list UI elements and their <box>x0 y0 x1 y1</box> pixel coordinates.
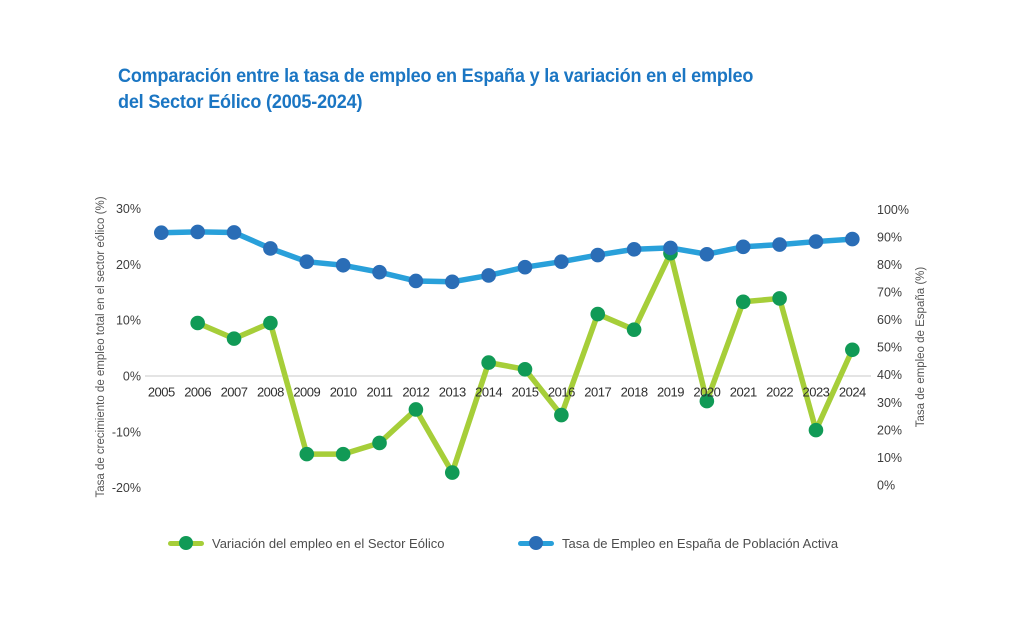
x-axis-year-label: 2022 <box>766 385 793 400</box>
series-wind-point <box>590 306 606 322</box>
legend-item-employment: Tasa de Empleo en España de Población Ac… <box>518 533 838 553</box>
x-axis-year-label: 2011 <box>367 385 393 400</box>
series-employment-point <box>372 264 387 280</box>
left-axis-tick: -20% <box>112 481 141 495</box>
x-axis-year-label: 2008 <box>257 385 284 400</box>
x-axis-year-label: 2020 <box>693 385 720 400</box>
series-wind-point <box>845 342 860 358</box>
right-axis-tick: 80% <box>877 258 902 272</box>
series-wind-point <box>808 422 824 438</box>
left-axis-tick: 0% <box>123 370 141 384</box>
series-employment-point <box>444 274 460 290</box>
series-employment-line <box>158 229 856 285</box>
series-employment-point <box>226 225 242 240</box>
right-axis-tick: 50% <box>877 341 902 355</box>
series-employment-point <box>699 246 715 262</box>
right-axis-tick: 70% <box>877 286 902 300</box>
series-employment-point <box>408 273 424 289</box>
series-wind-point <box>335 446 351 462</box>
x-axis-year-label: 2013 <box>439 385 466 400</box>
left-axis-tick: 10% <box>116 314 141 328</box>
chart-title-line1: Comparación entre la tasa de empleo en E… <box>118 66 754 87</box>
right-axis-tick: 90% <box>877 230 902 244</box>
series-employment-point <box>845 231 860 247</box>
x-axis-year-label: 2018 <box>621 385 648 400</box>
x-axis-year-label: 2009 <box>293 385 320 400</box>
series-wind-point <box>226 331 242 346</box>
x-axis-year-label: 2005 <box>148 385 175 400</box>
right-axis-tick: 100% <box>877 203 909 217</box>
x-axis-year-label: 2024 <box>839 385 866 400</box>
series-employment-point <box>154 225 169 241</box>
left-axis-tick: 20% <box>116 258 141 272</box>
legend-label-employment: Tasa de Empleo en España de Población Ac… <box>562 535 839 551</box>
series-wind-point <box>190 315 205 331</box>
series-wind-point <box>408 402 424 417</box>
series-employment-point <box>663 240 678 256</box>
series-wind-point <box>299 446 315 462</box>
chart-title: Comparación entre la tasa de empleo en E… <box>118 64 783 116</box>
right-axis-tick: 10% <box>877 451 902 465</box>
series-employment-point <box>554 254 569 269</box>
series-wind-point <box>372 435 387 451</box>
series-wind-point <box>772 291 787 306</box>
series-employment-point <box>626 241 642 257</box>
series-employment-point <box>517 259 533 275</box>
right-axis-tick: 40% <box>877 368 902 382</box>
x-axis-year-label: 2014 <box>475 385 502 400</box>
x-axis-year-label: 2007 <box>221 385 248 400</box>
left-axis-tick: -10% <box>112 425 141 439</box>
series-employment-point <box>190 224 205 240</box>
x-axis-year-label: 2021 <box>730 385 757 400</box>
employment-series-marker-icon <box>518 535 554 551</box>
right-axis-tick: 30% <box>877 396 902 410</box>
series-employment-point <box>808 234 824 249</box>
x-axis-year-label: 2016 <box>548 385 575 400</box>
chart-title-line2: del Sector Eólico (2005-2024) <box>118 92 363 113</box>
left-axis-tick: 30% <box>116 202 141 216</box>
series-employment-point <box>735 239 751 255</box>
series-wind-point <box>444 465 460 480</box>
legend-label-wind: Variación del empleo en el Sector Eólico <box>212 535 445 551</box>
series-employment-point <box>590 247 606 263</box>
series-wind-point <box>735 294 751 310</box>
series-wind-point <box>517 362 533 377</box>
x-axis-year-label: 2010 <box>330 385 357 400</box>
x-axis-year-label: 2017 <box>584 385 611 400</box>
series-employment-point <box>772 237 787 252</box>
series-employment-point <box>299 254 315 269</box>
series-employment-point <box>335 257 351 273</box>
series-wind-point <box>554 407 569 423</box>
x-axis-year-label: 2012 <box>402 385 429 400</box>
right-axis-tick: 60% <box>877 313 902 327</box>
x-axis-year-label: 2006 <box>184 385 211 400</box>
series-wind-point <box>481 355 496 370</box>
right-axis-tick: 20% <box>877 423 902 437</box>
x-axis-year-label: 2023 <box>802 385 829 400</box>
series-wind-point <box>263 315 278 331</box>
series-wind-point <box>699 393 715 409</box>
right-axis-tick: 0% <box>877 479 895 493</box>
wind-series-marker-icon <box>168 535 204 551</box>
legend-item-wind: Variación del empleo en el Sector Eólico <box>168 533 444 553</box>
series-employment-point <box>481 268 496 283</box>
chart-legend: Variación del empleo en el Sector Eólico… <box>0 533 1024 553</box>
series-wind-point <box>626 322 642 337</box>
x-axis-year-label: 2015 <box>512 385 539 400</box>
x-axis-year-label: 2019 <box>657 385 684 400</box>
series-employment-point <box>263 241 278 256</box>
